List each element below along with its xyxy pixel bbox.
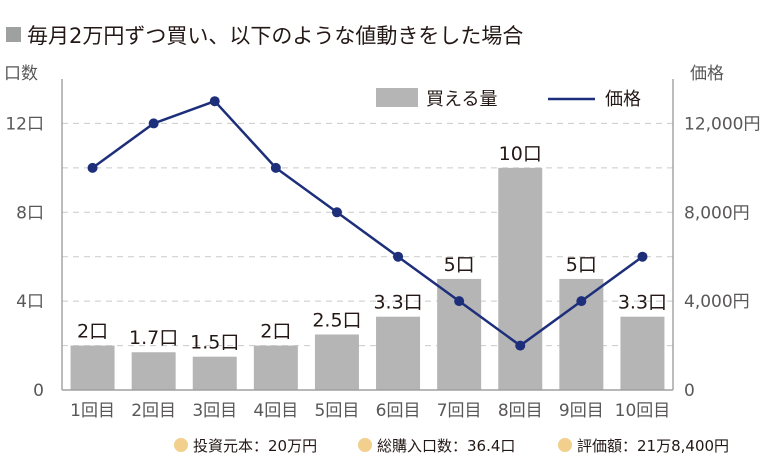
right-tick-label: 12,000円 xyxy=(684,114,760,134)
bar xyxy=(131,352,176,390)
category-label: 7回目 xyxy=(437,401,482,421)
right-tick-label: 0 xyxy=(684,381,695,401)
bar-data-label: 5口 xyxy=(566,254,597,276)
price-point xyxy=(515,340,526,351)
bar xyxy=(437,278,482,390)
bar xyxy=(620,316,665,390)
bar xyxy=(559,278,604,390)
legend-line-label: 価格 xyxy=(605,89,641,110)
category-label: 8回目 xyxy=(498,401,543,421)
legend: 買える量 価格 xyxy=(376,88,641,110)
legend-bar-swatch xyxy=(376,88,418,107)
bar-data-label: 2口 xyxy=(260,321,291,343)
price-point xyxy=(331,207,342,218)
bar xyxy=(70,345,115,390)
price-line xyxy=(91,99,644,347)
footer-dot-icon xyxy=(174,438,188,452)
price-point xyxy=(87,162,98,173)
bar-data-label: 2口 xyxy=(77,321,108,343)
category-label: 1回目 xyxy=(70,401,115,421)
price-point xyxy=(393,251,404,262)
bar xyxy=(376,316,421,390)
right-axis-label: 価格 xyxy=(690,64,724,84)
left-axis-label: 口数 xyxy=(4,64,38,84)
footer-dot-icon xyxy=(558,438,572,452)
title-square-icon xyxy=(6,27,21,42)
footer-principal: 投資元本：20万円 xyxy=(193,437,317,455)
footer: 投資元本：20万円 総購入口数：36.4口 評価額：21万8,400円 xyxy=(174,437,729,455)
left-tick-label: 12口 xyxy=(5,114,44,134)
footer-valuation: 評価額：21万8,400円 xyxy=(577,437,729,455)
category-label: 9回目 xyxy=(559,401,604,421)
footer-total-units: 総購入口数：36.4口 xyxy=(377,437,515,455)
category-label: 10回目 xyxy=(615,401,671,421)
price-point xyxy=(454,296,465,307)
bar xyxy=(192,356,237,390)
bar-data-label: 5口 xyxy=(444,254,475,276)
price-point xyxy=(576,296,587,307)
bar-data-label: 2.5口 xyxy=(312,309,361,331)
category-label: 4回目 xyxy=(253,401,298,421)
footer-dot-icon xyxy=(358,438,372,452)
bar-data-label: 3.3口 xyxy=(618,292,667,314)
legend-bar-label: 買える量 xyxy=(426,89,497,110)
bar-data-label: 1.7口 xyxy=(129,327,178,349)
bar xyxy=(314,334,359,390)
category-label: 6回目 xyxy=(376,401,421,421)
bar-data-label: 3.3口 xyxy=(373,292,422,314)
left-tick-label: 8口 xyxy=(16,203,44,223)
bar xyxy=(253,345,298,390)
price-point xyxy=(209,96,220,107)
right-tick-label: 8,000円 xyxy=(684,203,750,223)
right-tick-label: 4,000円 xyxy=(684,292,750,312)
price-point xyxy=(148,118,159,129)
chart-title: 毎月2万円ずつ買い、以下のような値動きをした場合 xyxy=(27,24,523,48)
category-label: 2回目 xyxy=(131,401,176,421)
category-label: 3回目 xyxy=(192,401,237,421)
bar xyxy=(498,167,543,390)
bar-data-label: 10口 xyxy=(499,143,542,165)
left-tick-label: 4口 xyxy=(16,292,44,312)
left-tick-label: 0 xyxy=(33,381,44,401)
category-label: 5回目 xyxy=(315,401,360,421)
price-point xyxy=(637,251,648,262)
bar-data-label: 1.5口 xyxy=(190,332,239,354)
price-point xyxy=(270,162,281,173)
